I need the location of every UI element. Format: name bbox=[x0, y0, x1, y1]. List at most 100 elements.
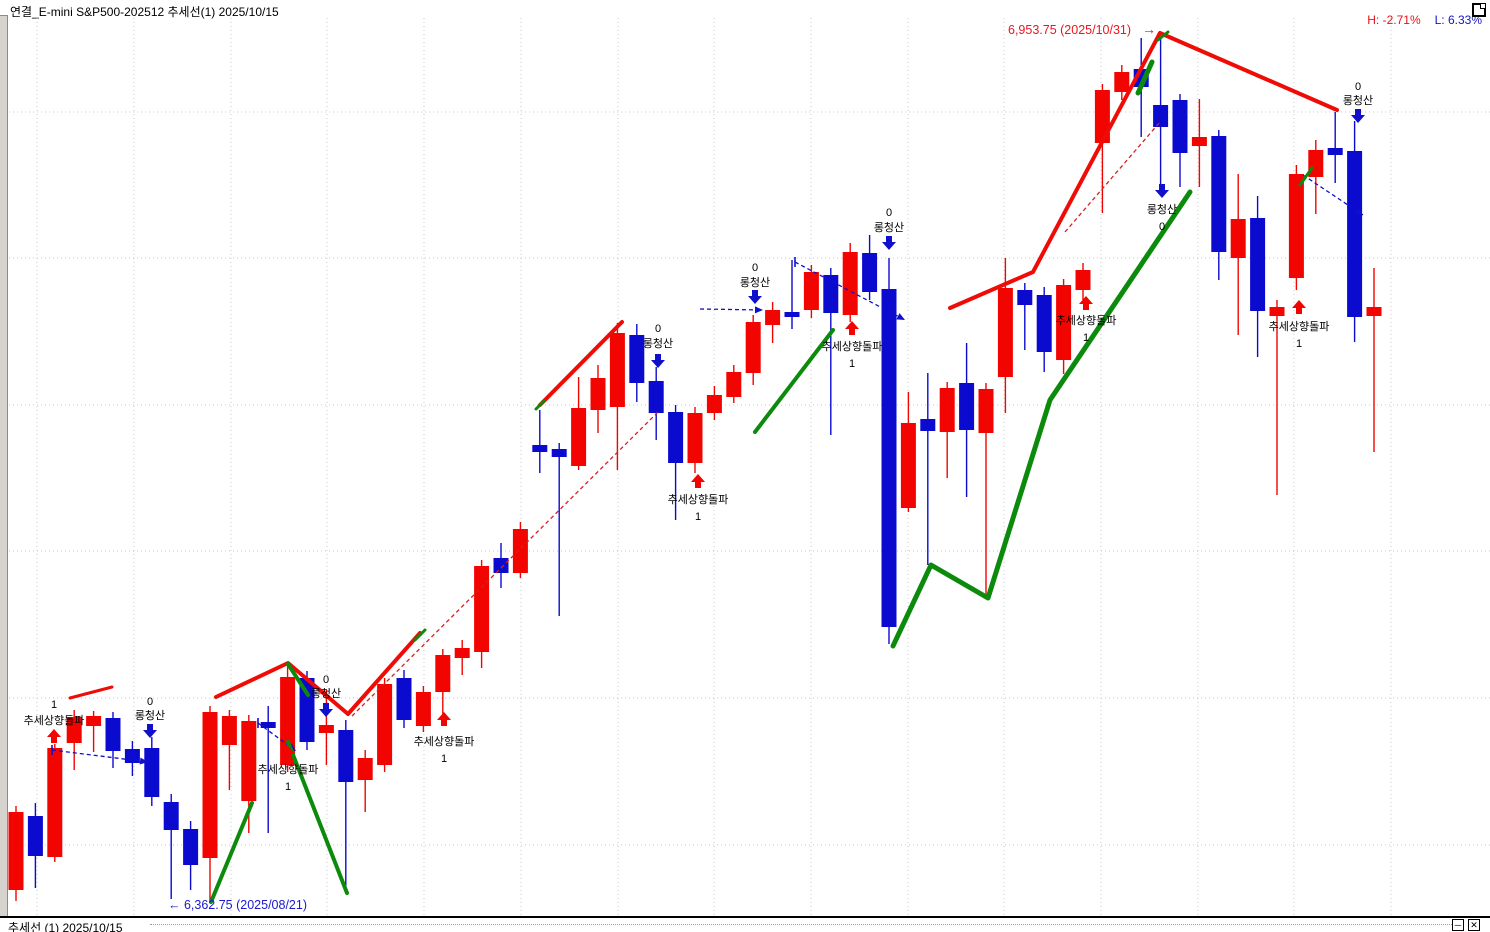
exit-count-label: 0 bbox=[886, 207, 892, 219]
entry-count-label: 1 bbox=[285, 781, 291, 793]
candle bbox=[823, 268, 839, 435]
entry-marker: 추세상향돌파 1 bbox=[822, 321, 882, 370]
candle-body bbox=[280, 677, 296, 765]
candle bbox=[1075, 263, 1091, 300]
candle-body bbox=[338, 730, 354, 782]
candle bbox=[1172, 94, 1188, 187]
candle-body bbox=[86, 716, 102, 726]
entry-label: 추세상향돌파 bbox=[258, 763, 319, 776]
signal-connector bbox=[1302, 174, 1364, 216]
candle bbox=[1114, 65, 1130, 100]
entry-marker: 추세상향돌파 1 bbox=[258, 746, 319, 793]
pane-close-button[interactable]: ✕ bbox=[1468, 919, 1480, 931]
candle-body bbox=[47, 748, 63, 857]
candle bbox=[260, 706, 276, 833]
connector-arrowhead-icon bbox=[896, 313, 905, 320]
stop-trend-line bbox=[413, 628, 427, 642]
candle-body bbox=[1288, 174, 1304, 278]
candle-body bbox=[241, 721, 257, 801]
status-bar-indicator-label: 추세선 (1) 2025/10/15 bbox=[8, 921, 123, 932]
exit-label: 롱청산 bbox=[1147, 203, 1177, 216]
candle bbox=[551, 443, 567, 616]
down-arrow-icon bbox=[1155, 184, 1169, 198]
up-arrow-icon bbox=[1292, 300, 1306, 314]
down-arrow-icon bbox=[882, 236, 896, 250]
stop-trend-line bbox=[286, 740, 349, 895]
candle-body bbox=[1211, 136, 1227, 252]
candle-body bbox=[1308, 150, 1324, 177]
entry-count-label: 1 bbox=[441, 753, 447, 765]
candle-body bbox=[221, 716, 237, 745]
entry-marker: 추세상향돌파 1 bbox=[1269, 300, 1329, 350]
connector-arrowhead-icon bbox=[139, 757, 148, 765]
candle bbox=[532, 410, 548, 473]
candle-body bbox=[571, 408, 587, 466]
candle bbox=[1017, 283, 1033, 350]
candle bbox=[706, 386, 722, 420]
exit-label: 롱청산 bbox=[311, 687, 341, 700]
candle bbox=[920, 373, 936, 565]
connector-arrowhead-icon bbox=[1354, 207, 1363, 215]
exit-label: 롱청산 bbox=[643, 337, 673, 350]
exit-count-label: 0 bbox=[323, 674, 329, 686]
candle-body bbox=[551, 449, 567, 457]
candle-body bbox=[745, 322, 761, 373]
candle-body bbox=[842, 252, 858, 315]
candle bbox=[318, 690, 334, 765]
candle-body bbox=[512, 529, 528, 573]
signal-connector bbox=[699, 308, 764, 311]
candle bbox=[1191, 99, 1207, 187]
candle bbox=[1269, 300, 1285, 495]
candle-body bbox=[803, 272, 819, 310]
candle bbox=[978, 383, 994, 595]
exit-label: 롱청산 bbox=[740, 276, 770, 289]
candle-body bbox=[260, 722, 276, 728]
candle-body bbox=[668, 412, 684, 463]
candle bbox=[512, 522, 528, 578]
candle-body bbox=[183, 829, 199, 865]
candle bbox=[1347, 121, 1363, 342]
candle-body bbox=[377, 684, 393, 765]
entry-count-label: 1 bbox=[695, 511, 701, 523]
candle-body bbox=[1114, 72, 1130, 92]
candle-body bbox=[881, 289, 897, 627]
peak-annotation-arrow-icon: → bbox=[1142, 21, 1156, 37]
candle-body bbox=[1056, 285, 1072, 360]
window-restore-icon[interactable] bbox=[1472, 3, 1486, 17]
pane-minimize-button[interactable]: ─ bbox=[1452, 919, 1464, 931]
stop-trend-line bbox=[286, 662, 310, 697]
candle-body bbox=[1094, 90, 1110, 143]
candle bbox=[862, 235, 878, 300]
exit-count-label: 0 bbox=[1355, 81, 1361, 93]
candle bbox=[1230, 174, 1246, 335]
up-trend-line bbox=[68, 685, 114, 700]
signal-connector bbox=[1064, 121, 1161, 233]
candle bbox=[959, 343, 975, 497]
up-trend-line bbox=[948, 31, 1339, 310]
candle-body bbox=[900, 423, 916, 508]
candle-body bbox=[939, 388, 955, 432]
candle bbox=[1250, 196, 1266, 357]
candle-body bbox=[318, 725, 334, 733]
candle bbox=[881, 258, 897, 644]
candle-body bbox=[1327, 148, 1343, 155]
entry-label: 추세상향돌파 bbox=[1056, 314, 1117, 327]
candle-body bbox=[1075, 270, 1091, 290]
candle-body bbox=[629, 335, 645, 383]
signal-connector bbox=[51, 749, 149, 763]
signal-connectors-layer bbox=[51, 121, 1364, 765]
candle-body bbox=[823, 275, 839, 313]
up-trend-line bbox=[214, 631, 422, 716]
candle bbox=[687, 407, 703, 473]
candle-body bbox=[1269, 307, 1285, 316]
stop-trend-line bbox=[534, 399, 546, 411]
candle-body bbox=[163, 802, 179, 830]
stop-trend-line bbox=[1156, 30, 1170, 42]
entry-label: 추세상향돌파 bbox=[24, 714, 85, 727]
exit-count-label: 0 bbox=[752, 262, 758, 274]
